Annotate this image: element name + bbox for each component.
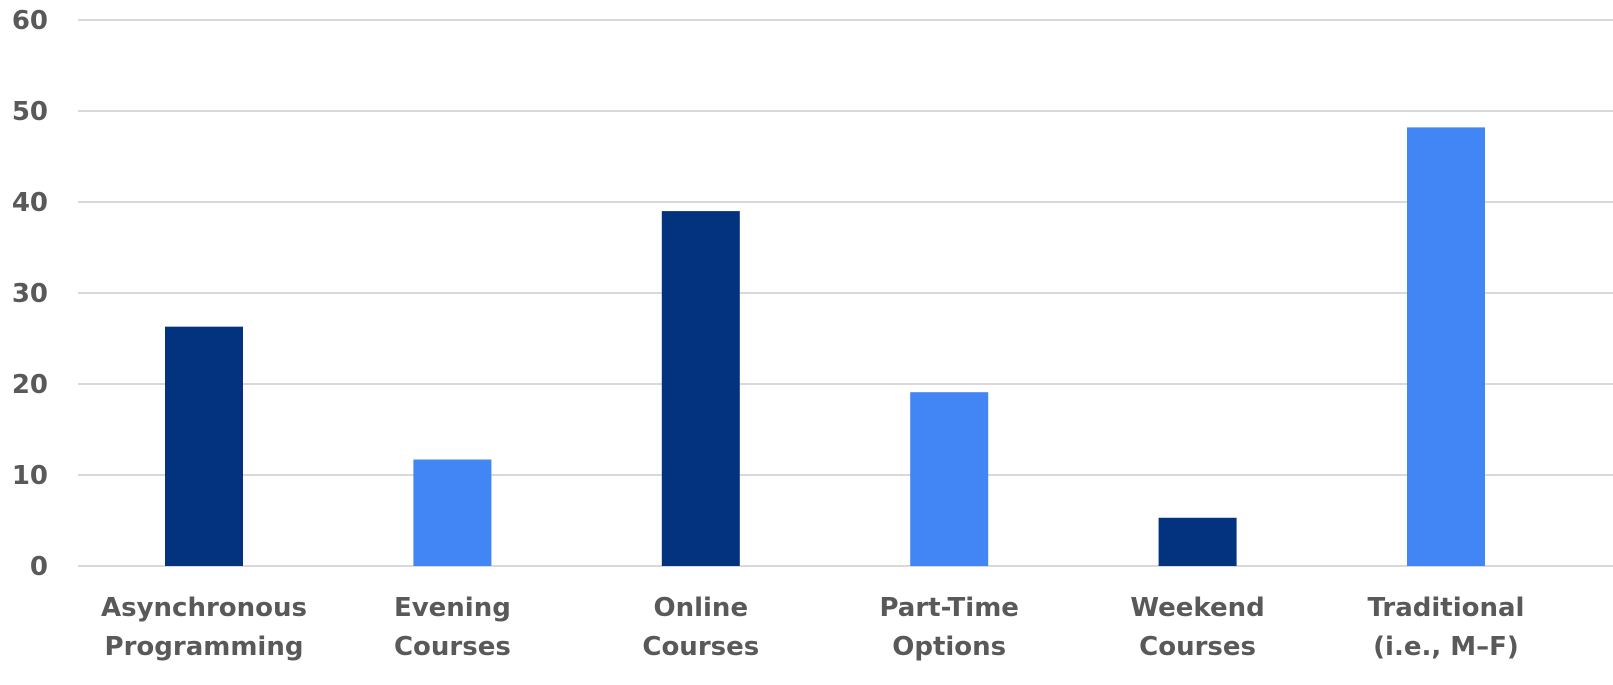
y-tick-label: 0 <box>30 552 48 582</box>
y-axis: 0 10 20 30 40 50 60 <box>12 6 48 582</box>
x-tick-label: Courses <box>642 632 759 662</box>
x-tick-label: Courses <box>1139 632 1256 662</box>
bar-2 <box>661 211 740 566</box>
x-tick-label: Online <box>654 593 749 623</box>
bar-1 <box>413 459 492 566</box>
x-tick-label: Asynchronous <box>101 593 307 623</box>
bar-5 <box>1407 127 1485 566</box>
y-tick-label: 20 <box>12 370 48 400</box>
x-tick-label: Courses <box>394 632 511 662</box>
bars <box>165 127 1485 566</box>
y-tick-label: 60 <box>12 6 48 36</box>
x-tick-label: (i.e., M–F) <box>1373 632 1519 662</box>
x-tick-label: Options <box>892 632 1006 662</box>
bar-4 <box>1158 517 1237 566</box>
y-tick-label: 50 <box>12 97 48 127</box>
x-tick-label: Evening <box>394 593 511 623</box>
y-tick-label: 10 <box>12 461 48 491</box>
x-tick-label: Part-Time <box>879 593 1019 623</box>
x-tick-label: Traditional <box>1368 593 1525 623</box>
y-tick-label: 30 <box>12 279 48 309</box>
x-tick-label: Programming <box>105 632 304 662</box>
y-tick-label: 40 <box>12 188 48 218</box>
grid-layer <box>78 19 1613 567</box>
bar-0 <box>165 326 243 566</box>
x-tick-label: Weekend <box>1130 593 1264 623</box>
bar-3 <box>910 392 989 566</box>
x-axis: Asynchronous Programming Evening Courses Onl… <box>101 593 1524 662</box>
